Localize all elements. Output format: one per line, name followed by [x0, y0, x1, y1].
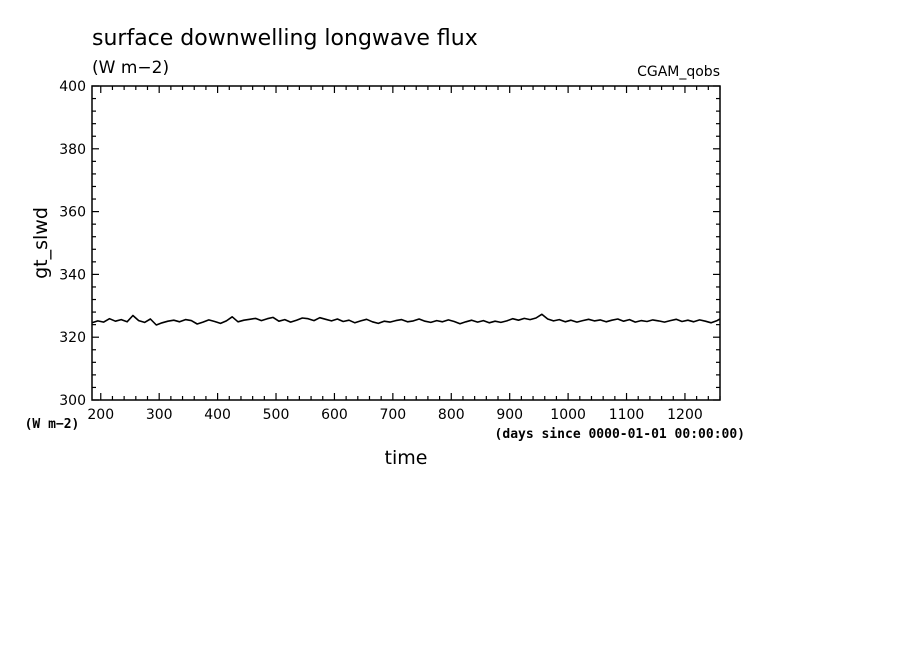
- x-units-label: (days since 0000-01-01 00:00:00): [495, 427, 745, 442]
- y-tick-label: 380: [59, 142, 86, 158]
- y-tick-label: 340: [59, 267, 86, 283]
- plot-frame: [91, 85, 721, 401]
- x-tick-label: 700: [379, 407, 406, 423]
- x-tick-label: 1200: [667, 407, 703, 423]
- x-tick-label: 900: [496, 407, 523, 423]
- x-tick-label: 500: [263, 407, 290, 423]
- x-tick-label: 800: [438, 407, 465, 423]
- chart-title: surface downwelling longwave flux: [92, 26, 478, 51]
- x-axis: 200 300 400 500 600 700 800 900 1000 1100 1200: [87, 86, 721, 423]
- x-tick-label: 400: [204, 407, 231, 423]
- y-axis: 300 320 340 360 380 400: [59, 79, 720, 409]
- y-tick-label: 320: [59, 330, 86, 346]
- y-axis-label: gt_slwd: [30, 207, 52, 279]
- x-tick-label: 200: [87, 407, 114, 423]
- y-tick-label: 400: [59, 79, 86, 95]
- y-units-label: (W m−2): [25, 417, 80, 432]
- x-tick-label: 300: [146, 407, 173, 423]
- y-tick-label: 360: [59, 205, 86, 221]
- x-tick-label: 1100: [609, 407, 645, 423]
- experiment-label: CGAM_qobs: [637, 64, 720, 80]
- series-line: [91, 313, 721, 326]
- x-axis-label: time: [385, 447, 428, 469]
- y-tick-label: 300: [59, 393, 86, 409]
- x-tick-label: 600: [321, 407, 348, 423]
- chart-units: (W m−2): [92, 58, 169, 78]
- x-tick-label: 1000: [550, 407, 586, 423]
